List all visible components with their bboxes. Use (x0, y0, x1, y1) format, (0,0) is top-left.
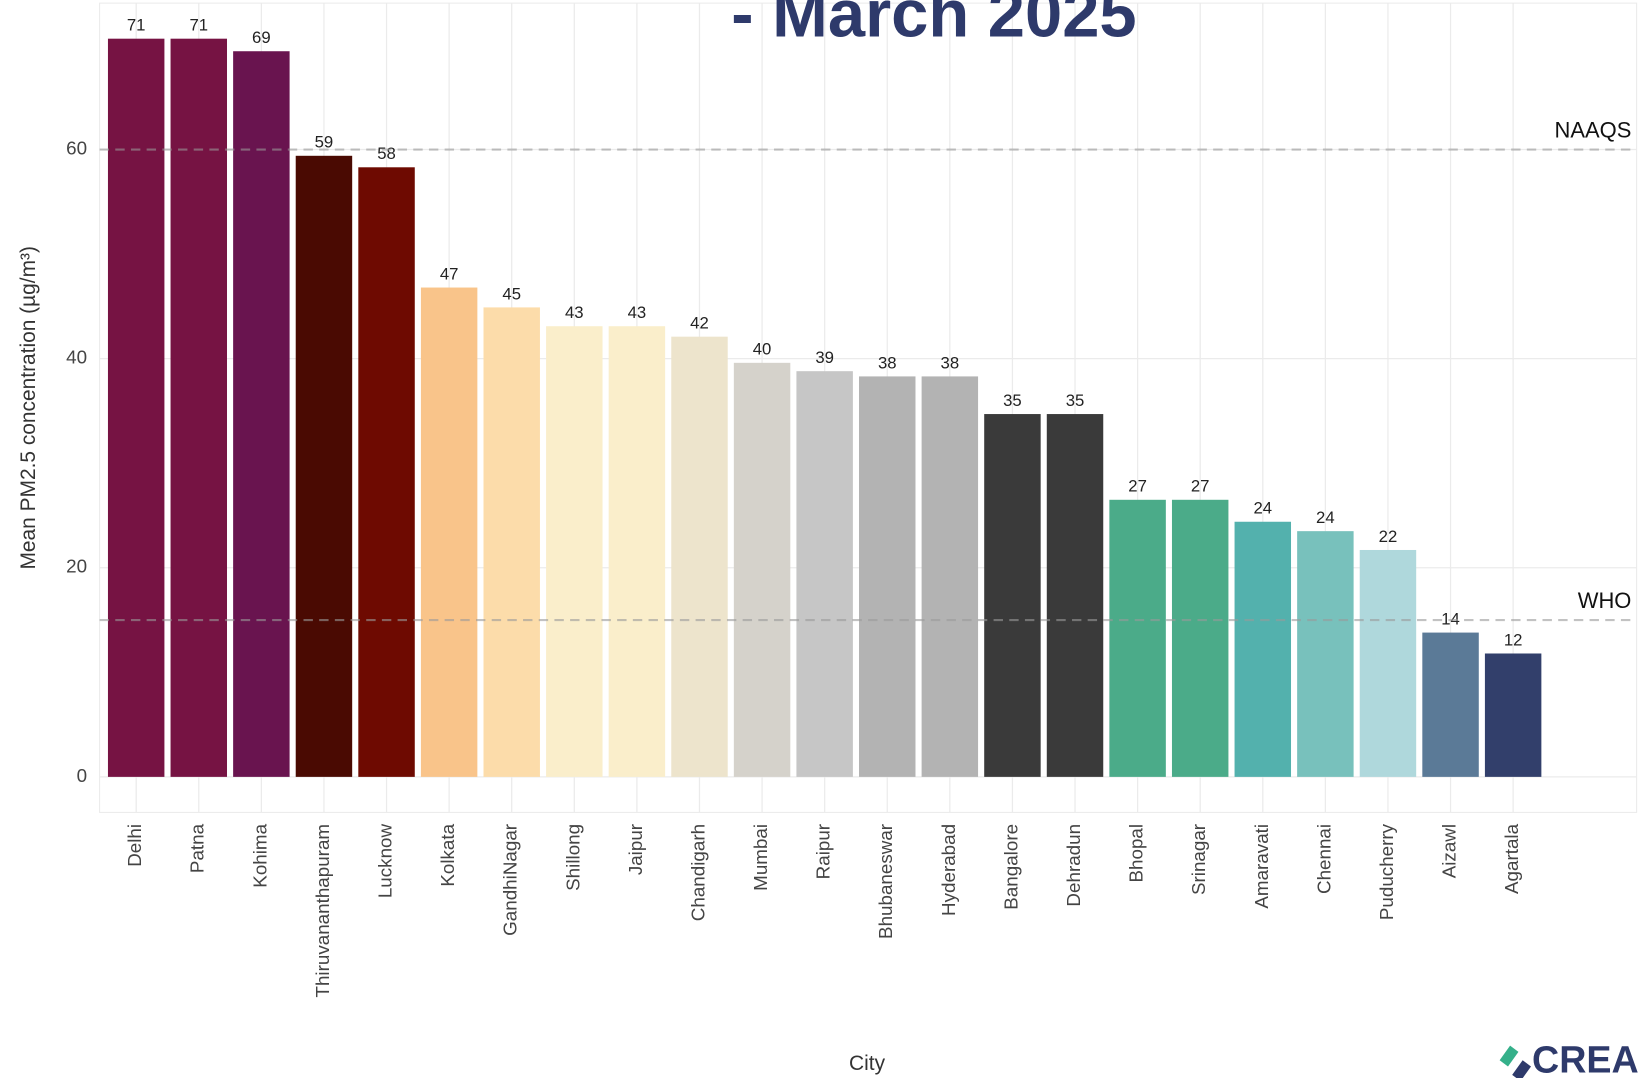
x-tick-label: Mumbai (750, 824, 771, 891)
x-tick-label: Chennai (1313, 824, 1334, 894)
bar (483, 307, 540, 777)
bars: 71 71 69 59 58 47 45 43 43 42 40 39 38 38 35 35 27 27 24 24… (107, 16, 1542, 777)
x-tick-label: Shillong (562, 824, 583, 891)
value-label: 39 (815, 348, 834, 367)
value-label: 14 (1441, 609, 1460, 628)
x-tick-label: Patna (187, 823, 208, 873)
x-axis-label: City (849, 1052, 886, 1075)
bar (921, 376, 979, 777)
value-label: 24 (1253, 499, 1272, 518)
bar (295, 155, 353, 777)
bar (420, 287, 478, 777)
value-label: 71 (127, 16, 146, 35)
y-tick-label: 0 (77, 765, 87, 786)
x-tick-label: Aizawl (1439, 824, 1460, 878)
value-label: 24 (1316, 508, 1335, 527)
bar (1234, 521, 1292, 777)
value-label: 45 (502, 284, 521, 303)
x-tick-label: GandhiNagar (500, 824, 521, 936)
value-label: 22 (1379, 527, 1398, 546)
bar (1359, 549, 1417, 777)
logo-icon (1499, 1045, 1519, 1067)
logo: CREA (1499, 1038, 1639, 1078)
x-tick-label: Agartala (1501, 823, 1522, 894)
x-tick-label: Jaipur (625, 824, 646, 875)
y-tick-label: 20 (66, 556, 87, 577)
bar (1422, 632, 1479, 777)
x-tick-label: Bhubaneswar (875, 824, 896, 939)
x-tick-label: Amaravati (1251, 824, 1272, 909)
value-label: 43 (565, 303, 584, 322)
bar (859, 376, 916, 777)
y-tick-label: 40 (66, 347, 87, 368)
value-label: 43 (628, 303, 647, 322)
value-label: 42 (690, 314, 709, 333)
reference-label: WHO (1578, 588, 1632, 613)
x-tick-label: Raipur (813, 824, 834, 879)
x-tick-label: Hyderabad (938, 824, 959, 916)
bar (546, 326, 603, 777)
value-label: 12 (1504, 630, 1523, 649)
bar (733, 362, 791, 777)
x-tick-label: Bhopal (1126, 824, 1147, 883)
reference-label: NAAQS (1555, 118, 1632, 143)
value-label: 27 (1128, 477, 1147, 496)
x-tick-label: Delhi (124, 824, 145, 867)
bar (1046, 414, 1104, 777)
bar (1109, 499, 1166, 777)
value-label: 35 (1066, 391, 1085, 410)
x-tick-label: Bangalore (1000, 824, 1021, 910)
bar (1297, 531, 1354, 777)
value-label: 35 (1003, 391, 1022, 410)
y-tick-label: 60 (66, 137, 87, 158)
bar (796, 371, 853, 777)
bar (984, 414, 1041, 777)
bar (170, 38, 228, 777)
reference-lines: NAAQS WHO (99, 118, 1637, 622)
value-label: 71 (189, 16, 208, 35)
value-label: 40 (753, 340, 772, 359)
x-tick-label: Kolkata (437, 823, 458, 886)
x-tick-label: Chandigarh (687, 824, 708, 921)
value-label: 38 (941, 353, 960, 372)
x-tick-label: Lucknow (375, 824, 396, 899)
x-tick-label: Thiruvananthapuram (312, 824, 333, 998)
bar (107, 38, 165, 777)
x-tick-label: Srinagar (1188, 824, 1209, 895)
chart-title: - March 2025 (731, 0, 1136, 51)
bar (608, 326, 666, 777)
bar (671, 336, 728, 777)
x-tick-label: Dehradun (1063, 824, 1084, 907)
value-label: 59 (315, 133, 334, 152)
y-axis-label: Mean PM2.5 concentration (µg/m³) (17, 246, 40, 569)
logo-text: CREA (1532, 1038, 1639, 1078)
value-label: 58 (377, 144, 396, 163)
value-label: 47 (440, 264, 459, 283)
bar (358, 167, 415, 777)
bar (1484, 653, 1542, 777)
bar (1171, 499, 1229, 777)
value-label: 38 (878, 353, 897, 372)
x-tick-label: Puducherry (1376, 823, 1397, 920)
logo-icon (1512, 1060, 1531, 1078)
value-label: 69 (252, 28, 271, 47)
value-label: 27 (1191, 477, 1210, 496)
x-tick-label: Kohima (249, 823, 270, 887)
bar (233, 51, 290, 777)
